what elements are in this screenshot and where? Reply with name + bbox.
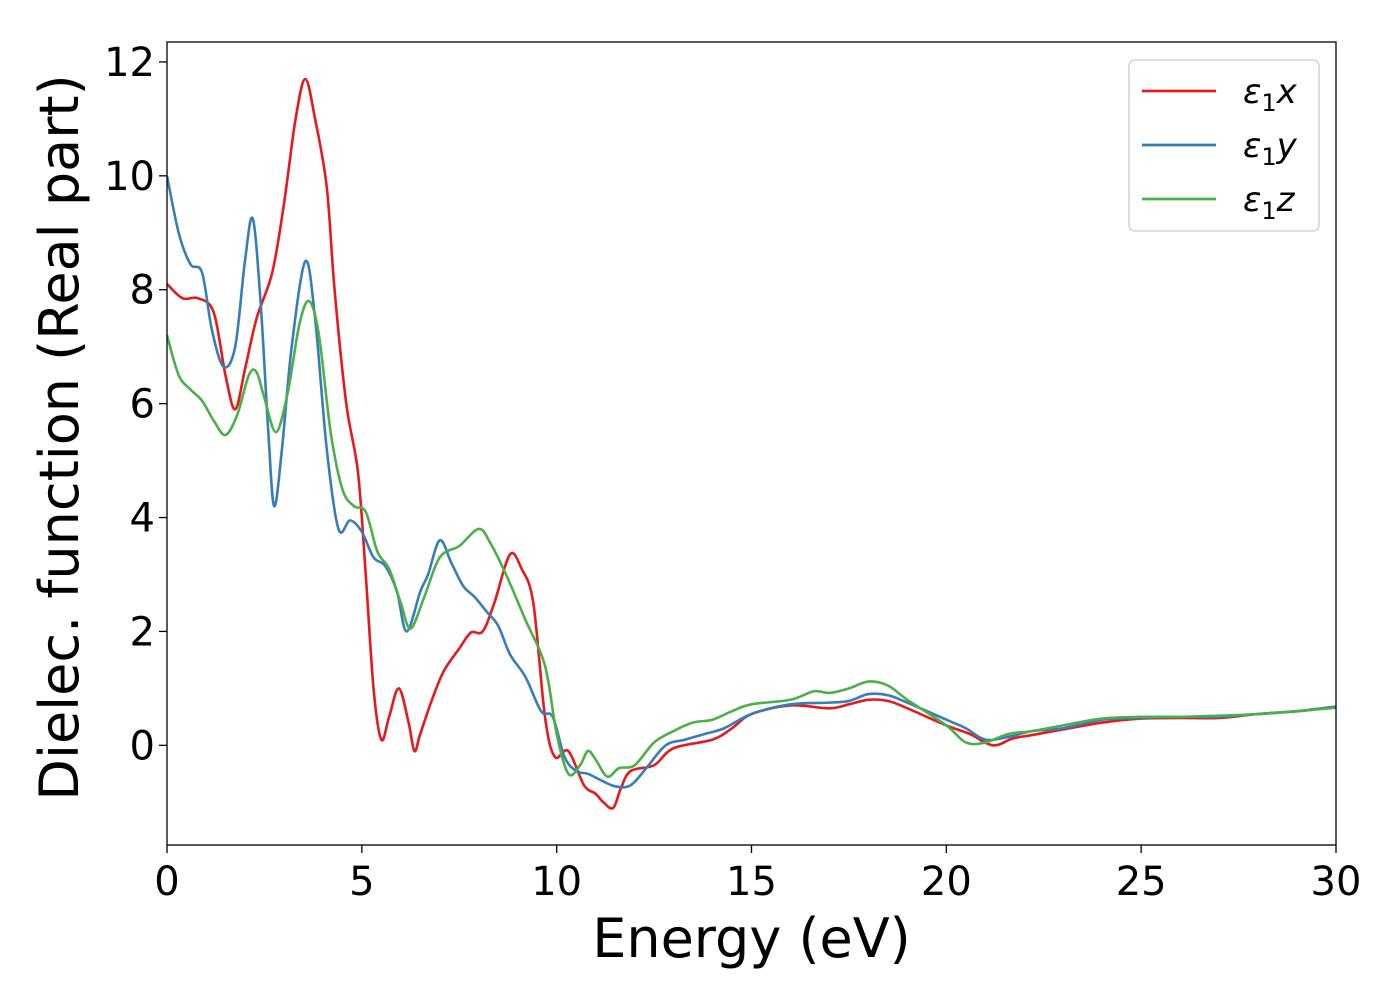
- legend-symbol: ε: [1243, 126, 1261, 166]
- x-tick-label: 25: [1116, 859, 1167, 905]
- legend-label-y: ε1y: [1243, 126, 1298, 171]
- x-tick-label: 15: [726, 859, 777, 905]
- legend-variable: x: [1276, 72, 1298, 112]
- legend-symbol: ε: [1243, 180, 1261, 220]
- y-axis: 0 2 4 6 8 10 12: [104, 40, 167, 769]
- legend-subscript: 1: [1261, 197, 1276, 225]
- legend-variable: y: [1276, 126, 1298, 166]
- legend-subscript: 1: [1261, 143, 1276, 171]
- series-line-z: [167, 299, 1336, 779]
- series-line-y: [167, 175, 1336, 789]
- legend-subscript: 1: [1261, 89, 1276, 117]
- y-tick-label: 2: [130, 609, 155, 655]
- x-tick-label: 5: [349, 859, 374, 905]
- x-tick-label: 0: [154, 859, 179, 905]
- legend-label-x: ε1x: [1243, 72, 1298, 117]
- legend-variable: z: [1276, 180, 1296, 220]
- y-tick-label: 8: [130, 268, 155, 314]
- plot-area: [167, 77, 1336, 810]
- legend-label-z: ε1z: [1243, 180, 1296, 225]
- x-tick-label: 30: [1311, 859, 1362, 905]
- x-axis-label: Energy (eV): [592, 907, 911, 970]
- y-tick-label: 6: [130, 382, 155, 428]
- x-tick-label: 20: [921, 859, 972, 905]
- x-tick-label: 10: [531, 859, 582, 905]
- x-axis: 0 5 10 15 20 25 30: [154, 845, 1361, 905]
- y-tick-label: 12: [104, 40, 155, 86]
- series-line-x: [167, 77, 1336, 810]
- y-axis-label: Dielec. function (Real part): [28, 74, 91, 800]
- legend-box: [1128, 59, 1320, 232]
- y-tick-label: 4: [130, 496, 155, 542]
- y-tick-label: 0: [130, 723, 155, 769]
- legend-symbol: ε: [1243, 72, 1261, 112]
- y-tick-label: 10: [104, 154, 155, 200]
